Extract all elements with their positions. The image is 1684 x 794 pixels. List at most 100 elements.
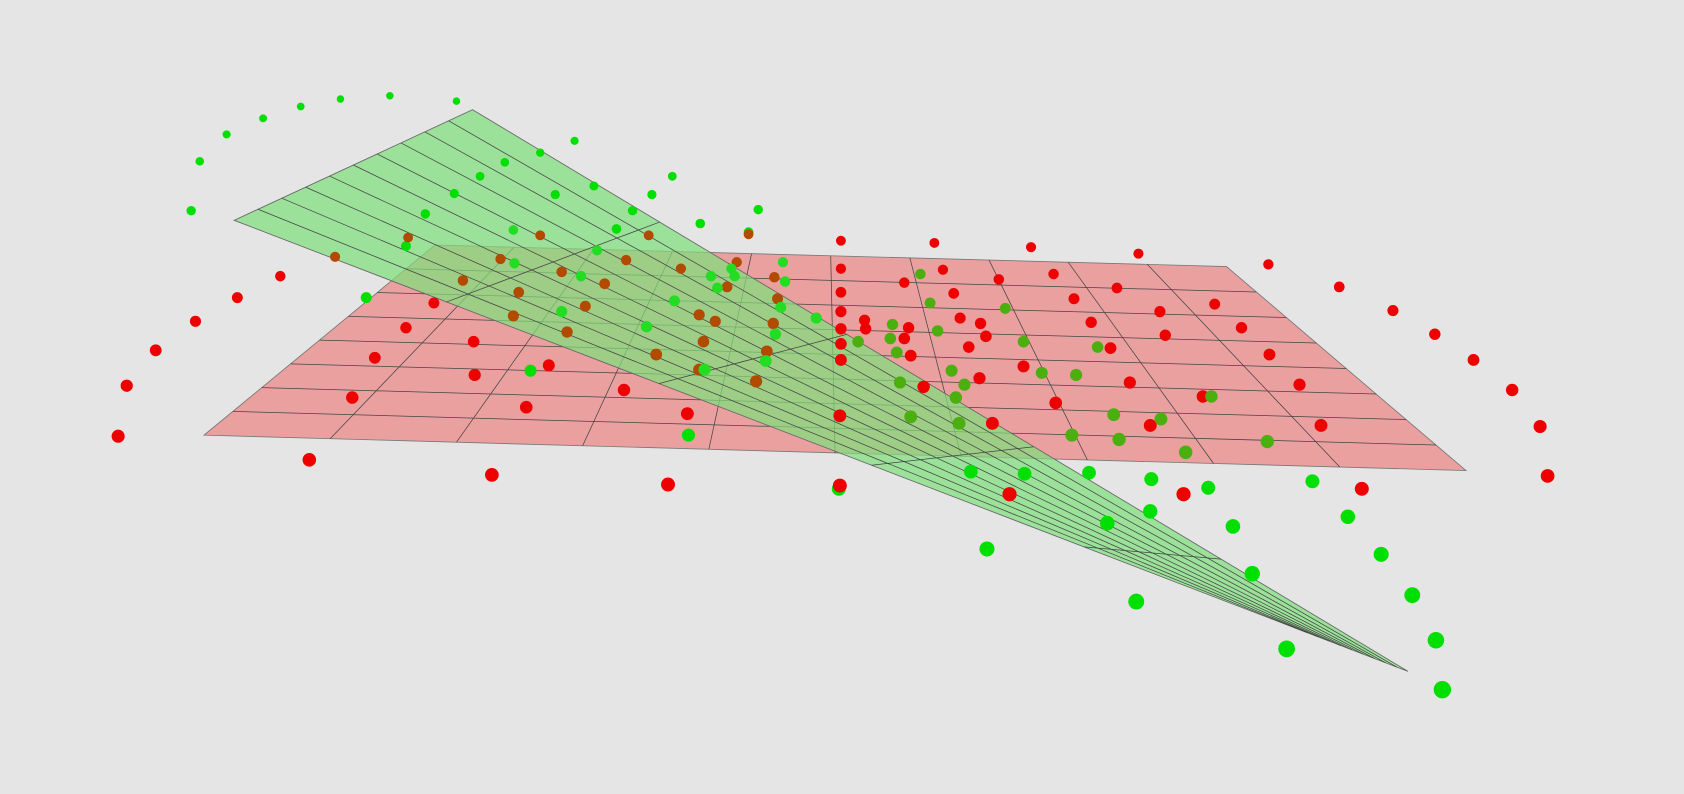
plane-grid-line — [257, 208, 1308, 634]
point — [835, 306, 847, 318]
point — [189, 315, 202, 327]
plane-grid-line — [281, 197, 1319, 638]
point — [1263, 259, 1274, 270]
point — [890, 346, 903, 359]
point — [1263, 348, 1276, 361]
point — [1314, 419, 1328, 432]
point — [467, 335, 480, 348]
point — [550, 189, 560, 200]
point — [570, 136, 579, 145]
point — [1025, 242, 1037, 253]
point — [611, 224, 622, 234]
point — [749, 375, 763, 388]
point — [1143, 419, 1157, 432]
point — [695, 218, 706, 229]
point — [697, 335, 710, 348]
point — [668, 295, 680, 307]
point — [835, 323, 847, 335]
point — [1091, 341, 1104, 353]
point — [1201, 480, 1216, 495]
point — [769, 271, 780, 283]
plane-grid-line — [329, 175, 1342, 646]
point — [400, 322, 412, 334]
point — [1305, 474, 1320, 489]
point — [917, 380, 930, 394]
point — [222, 130, 231, 139]
point — [859, 323, 872, 335]
point — [617, 383, 631, 397]
point — [535, 230, 546, 241]
point — [475, 171, 485, 181]
point — [775, 301, 787, 313]
point — [962, 341, 975, 353]
point — [556, 306, 568, 318]
point — [1017, 335, 1030, 348]
point — [915, 268, 926, 280]
point — [259, 114, 268, 123]
point — [468, 368, 481, 382]
point — [420, 209, 431, 219]
point — [993, 274, 1005, 285]
point — [958, 378, 971, 391]
point — [507, 310, 519, 322]
point — [620, 254, 632, 266]
plane-grid-line — [1083, 546, 1221, 560]
point — [945, 364, 958, 377]
plane-grid-line — [448, 120, 1398, 668]
point — [712, 282, 723, 294]
point — [627, 205, 638, 216]
point — [1205, 390, 1218, 403]
point — [231, 292, 243, 304]
point — [1178, 445, 1193, 460]
point — [452, 97, 461, 105]
point — [457, 275, 469, 286]
point — [924, 297, 936, 309]
point — [898, 332, 911, 345]
point — [599, 278, 611, 290]
point — [948, 287, 960, 299]
point — [1433, 680, 1452, 699]
green-plane-surface — [233, 109, 1409, 672]
point — [904, 410, 918, 424]
point — [753, 204, 763, 215]
point — [1235, 322, 1248, 334]
point — [661, 477, 675, 492]
point — [386, 91, 394, 100]
point — [952, 416, 966, 430]
point — [120, 379, 133, 392]
point — [1107, 408, 1121, 422]
point — [500, 158, 510, 167]
point — [1505, 383, 1519, 397]
point — [643, 230, 654, 241]
point — [400, 241, 412, 252]
point — [973, 372, 986, 385]
point — [589, 181, 599, 191]
point — [832, 478, 847, 493]
point — [1143, 504, 1158, 519]
point — [1293, 378, 1306, 391]
point — [931, 325, 944, 337]
point — [1111, 282, 1123, 294]
point — [937, 264, 949, 275]
point — [693, 309, 705, 321]
point — [542, 359, 555, 372]
point — [360, 292, 372, 304]
point — [680, 407, 694, 421]
point — [495, 253, 506, 265]
point — [779, 276, 791, 287]
point — [1196, 390, 1210, 403]
point — [346, 391, 359, 404]
point — [428, 297, 440, 309]
point — [709, 315, 721, 327]
plane-grid-line — [424, 131, 1386, 664]
point — [1333, 281, 1345, 293]
point — [524, 364, 537, 377]
point — [1128, 593, 1145, 610]
point — [835, 354, 847, 366]
point — [999, 302, 1011, 314]
point — [403, 232, 414, 243]
point — [336, 95, 345, 103]
point — [368, 351, 381, 364]
point — [1068, 293, 1080, 305]
